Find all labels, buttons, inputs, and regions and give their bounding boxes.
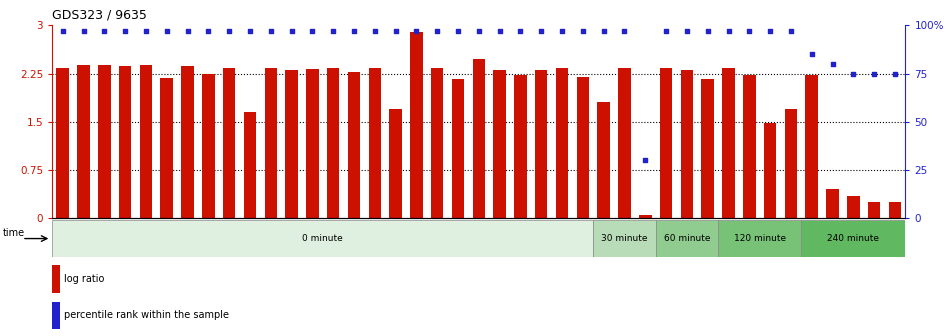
Bar: [243, 112, 256, 218]
Bar: [285, 70, 298, 218]
Bar: [56, 68, 69, 218]
Text: percentile rank within the sample: percentile rank within the sample: [65, 310, 229, 320]
Bar: [718, 220, 802, 257]
Point: [159, 28, 174, 34]
Point: [263, 28, 279, 34]
Bar: [514, 76, 527, 218]
Bar: [431, 68, 443, 218]
Bar: [473, 59, 485, 218]
Bar: [702, 79, 714, 218]
Bar: [805, 76, 818, 218]
Point: [304, 28, 320, 34]
Text: 120 minute: 120 minute: [733, 234, 786, 243]
Point: [346, 28, 361, 34]
Bar: [52, 302, 60, 329]
Point: [742, 28, 757, 34]
Point: [554, 28, 570, 34]
Bar: [161, 78, 173, 218]
Text: 240 minute: 240 minute: [827, 234, 880, 243]
Point: [638, 158, 653, 163]
Bar: [802, 220, 905, 257]
Bar: [655, 220, 718, 257]
Bar: [743, 76, 755, 218]
Point: [784, 28, 799, 34]
Point: [55, 28, 70, 34]
Point: [825, 61, 840, 67]
Bar: [306, 69, 319, 218]
Bar: [494, 70, 506, 218]
Bar: [597, 102, 610, 218]
Point: [430, 28, 445, 34]
Text: GDS323 / 9635: GDS323 / 9635: [52, 8, 147, 22]
Point: [575, 28, 591, 34]
Bar: [847, 196, 860, 218]
Point: [472, 28, 487, 34]
Bar: [681, 70, 693, 218]
Bar: [555, 68, 569, 218]
Bar: [264, 68, 277, 218]
Bar: [119, 66, 131, 218]
Point: [887, 71, 902, 76]
Point: [367, 28, 382, 34]
Bar: [868, 202, 881, 218]
Text: time: time: [3, 228, 25, 238]
Text: log ratio: log ratio: [65, 274, 105, 284]
Bar: [327, 68, 340, 218]
Text: 0 minute: 0 minute: [302, 234, 343, 243]
Bar: [98, 65, 110, 218]
Bar: [140, 65, 152, 218]
Bar: [223, 68, 236, 218]
Point: [222, 28, 237, 34]
Point: [451, 28, 466, 34]
Bar: [618, 68, 631, 218]
Bar: [182, 66, 194, 218]
Bar: [826, 190, 839, 218]
Point: [866, 71, 882, 76]
Bar: [535, 70, 548, 218]
Point: [325, 28, 340, 34]
Point: [118, 28, 133, 34]
Point: [492, 28, 507, 34]
Point: [243, 28, 258, 34]
Point: [721, 28, 736, 34]
Bar: [660, 68, 672, 218]
Bar: [389, 109, 402, 218]
Point: [763, 28, 778, 34]
Point: [658, 28, 673, 34]
Bar: [785, 109, 797, 218]
Bar: [576, 77, 589, 218]
Point: [700, 28, 715, 34]
Bar: [77, 65, 89, 218]
Point: [409, 28, 424, 34]
Point: [76, 28, 91, 34]
Bar: [764, 123, 776, 218]
Point: [805, 51, 820, 57]
Bar: [410, 32, 422, 218]
Text: 60 minute: 60 minute: [664, 234, 710, 243]
Point: [201, 28, 216, 34]
Point: [679, 28, 694, 34]
Bar: [452, 79, 464, 218]
Point: [534, 28, 549, 34]
Point: [180, 28, 195, 34]
Point: [388, 28, 403, 34]
Bar: [203, 74, 215, 218]
Bar: [593, 220, 655, 257]
Point: [845, 71, 861, 76]
Point: [513, 28, 528, 34]
Bar: [369, 68, 381, 218]
Text: 30 minute: 30 minute: [601, 234, 648, 243]
Point: [284, 28, 300, 34]
Bar: [639, 215, 651, 218]
Point: [97, 28, 112, 34]
Point: [138, 28, 153, 34]
Point: [617, 28, 632, 34]
Bar: [52, 220, 593, 257]
Point: [596, 28, 611, 34]
Bar: [348, 72, 360, 218]
Bar: [888, 202, 902, 218]
Bar: [52, 265, 60, 293]
Bar: [722, 68, 735, 218]
